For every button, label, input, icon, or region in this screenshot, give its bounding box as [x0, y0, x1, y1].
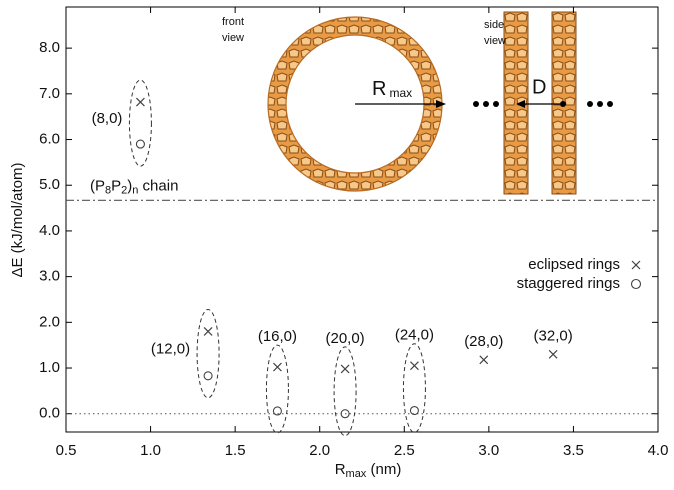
y-tick-label: 6.0 — [39, 130, 60, 147]
group-ellipse — [197, 309, 219, 397]
chain-label-part: (P — [90, 177, 105, 194]
y-tick-label: 0.0 — [39, 405, 60, 422]
point-x — [410, 362, 418, 370]
x-label-part: R — [335, 461, 346, 478]
y-tick-label: 3.0 — [39, 268, 60, 285]
x-tick-label: 3.0 — [478, 442, 499, 459]
point-x — [136, 98, 144, 106]
y-tick-label: 5.0 — [39, 176, 60, 193]
dot — [587, 101, 593, 107]
x-tick-label: 4.0 — [648, 442, 669, 459]
group-ellipse — [266, 345, 288, 433]
group-ellipse — [334, 347, 356, 436]
point-label: (20,0) — [325, 330, 364, 347]
legend-marker — [632, 280, 641, 289]
front-view-label: view — [222, 32, 244, 44]
legend-label: eclipsed rings — [528, 256, 620, 273]
x-tick-label: 0.5 — [56, 442, 77, 459]
x-tick-label: 1.5 — [225, 442, 246, 459]
chain-label-part: chain — [138, 177, 178, 194]
point-label: (24,0) — [395, 327, 434, 344]
rmax-label-main: R — [372, 78, 386, 100]
point-x — [341, 365, 349, 373]
side-view-label: side — [484, 19, 504, 31]
point-x — [204, 327, 212, 335]
x-axis-label: Rmax (nm) — [335, 461, 402, 480]
point-o — [204, 372, 212, 380]
x-tick-label: 2.5 — [394, 442, 415, 459]
chain-label-part: P — [111, 177, 121, 194]
group-ellipse — [403, 344, 425, 433]
x-tick-label: 1.0 — [140, 442, 161, 459]
point-x — [273, 363, 281, 371]
dot — [560, 101, 566, 107]
point-label: (28,0) — [464, 333, 503, 350]
x-label-part: (nm) — [366, 461, 401, 478]
y-tick-label: 7.0 — [39, 85, 60, 102]
d-label: D — [532, 76, 546, 98]
front-view-label: front — [222, 16, 244, 28]
dot — [493, 101, 499, 107]
point-label: (12,0) — [151, 341, 190, 358]
legend-marker — [632, 261, 640, 269]
point-o — [410, 407, 418, 415]
point-label: (32,0) — [534, 327, 573, 344]
dot — [483, 101, 489, 107]
x-label-sub: max — [346, 468, 367, 480]
point-o — [136, 140, 144, 148]
point-o — [273, 407, 281, 415]
dot — [473, 101, 479, 107]
legend-label: staggered rings — [517, 275, 620, 292]
y-axis-label: ΔE (kJ/mol/atom) — [9, 162, 26, 277]
dot — [607, 101, 613, 107]
point-x — [480, 356, 488, 364]
dot — [597, 101, 603, 107]
point-label: (16,0) — [258, 328, 297, 345]
x-tick-label: 2.0 — [309, 442, 330, 459]
y-tick-label: 4.0 — [39, 222, 60, 239]
rmax-label-sub: max — [389, 86, 412, 100]
y-tick-label: 2.0 — [39, 313, 60, 330]
x-tick-label: 3.5 — [563, 442, 584, 459]
chain-label: (P8P2)n chain — [90, 177, 178, 196]
point-label: (8,0) — [92, 110, 123, 127]
point-x — [549, 350, 557, 358]
side-view-label: view — [484, 35, 506, 47]
y-tick-label: 8.0 — [39, 39, 60, 56]
chart: front view side view Rmax D Rmax (nm) ΔE… — [0, 0, 674, 490]
group-ellipse — [129, 80, 151, 166]
y-tick-label: 1.0 — [39, 359, 60, 376]
